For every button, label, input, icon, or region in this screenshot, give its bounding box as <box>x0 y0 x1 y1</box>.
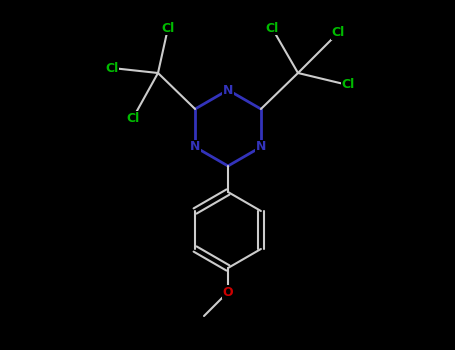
Text: N: N <box>190 140 200 154</box>
Text: Cl: Cl <box>106 62 119 75</box>
Text: O: O <box>222 286 233 299</box>
Text: N: N <box>223 84 233 97</box>
Text: N: N <box>256 140 266 154</box>
Text: Cl: Cl <box>162 21 175 35</box>
Text: Cl: Cl <box>341 78 354 91</box>
Text: Cl: Cl <box>265 21 278 35</box>
Text: Cl: Cl <box>126 112 140 125</box>
Text: Cl: Cl <box>331 27 344 40</box>
